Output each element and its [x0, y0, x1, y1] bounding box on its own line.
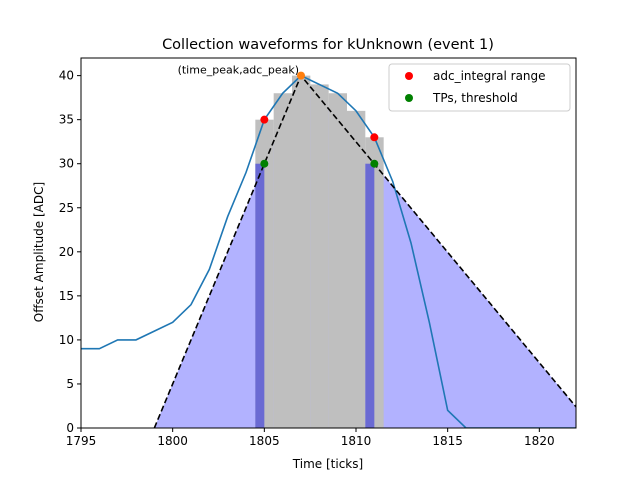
- chart-title: Collection waveforms for kUnknown (event…: [162, 37, 494, 53]
- y-tick-label: 15: [59, 289, 74, 303]
- legend-marker: [405, 72, 413, 80]
- series-point: [370, 159, 379, 168]
- series-point: [260, 159, 269, 168]
- y-tick-label: 5: [66, 377, 74, 391]
- threshold-band: [365, 163, 375, 428]
- integral-bar: [347, 110, 366, 428]
- series-point: [370, 133, 379, 142]
- integral-bar: [292, 75, 311, 428]
- y-tick-label: 30: [59, 157, 74, 171]
- x-tick-label: 1795: [66, 434, 97, 448]
- legend: adc_integral range TPs, threshold: [388, 63, 571, 112]
- y-tick-label: 20: [59, 245, 74, 259]
- y-tick-label: 35: [59, 113, 74, 127]
- y-axis-label: Offset Amplitude [ADC]: [32, 182, 46, 322]
- threshold-band: [255, 163, 265, 428]
- y-tick-label: 10: [59, 333, 74, 347]
- legend-label: TPs, threshold: [432, 91, 518, 105]
- x-tick-label: 1820: [524, 434, 555, 448]
- y-tick-label: 40: [59, 69, 74, 83]
- axes: 1795 1800 1805 1810 1815 1820 0 5 10 15 20 25 30 35 40: [59, 57, 577, 448]
- peak-point: [297, 71, 305, 80]
- legend-box: [388, 63, 571, 112]
- integral-bar: [273, 93, 292, 428]
- x-tick-label: 1810: [341, 434, 372, 448]
- x-tick-label: 1815: [432, 434, 463, 448]
- legend-label: adc_integral range: [433, 69, 546, 83]
- x-tick-label: 1800: [157, 434, 188, 448]
- x-tick-label: 1805: [249, 434, 280, 448]
- integral-bar: [328, 93, 347, 428]
- plot-area: (time_peak,adc_peak): [81, 64, 576, 428]
- y-tick-label: 0: [66, 421, 74, 435]
- legend-marker: [405, 94, 413, 102]
- peak-annotation: (time_peak,adc_peak): [178, 64, 299, 77]
- x-axis-label: Time [ticks]: [292, 457, 363, 471]
- y-tick-label: 25: [59, 201, 74, 215]
- waveform-line: [81, 74, 576, 428]
- axes-frame: [80, 57, 577, 429]
- integral-bar: [310, 84, 329, 428]
- series-point: [260, 115, 269, 124]
